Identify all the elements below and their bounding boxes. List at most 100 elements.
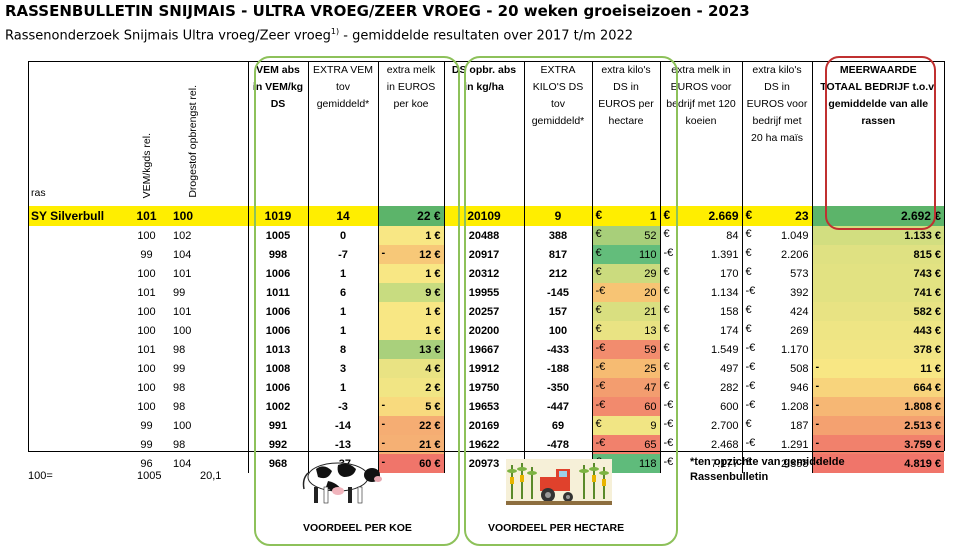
cell-vem-abs: 1013: [247, 340, 308, 359]
cell-ds-rel: 104: [165, 245, 248, 264]
currency-sign: -€: [745, 361, 756, 373]
cell-extra-vem: 1: [307, 302, 378, 321]
cell-kilo-bedrijf: €2.206: [741, 245, 812, 264]
cell-extra-kilo-value: 100: [548, 324, 568, 337]
cell-extra-vem: 1: [307, 264, 378, 283]
cell-extra-melk: 2 €: [377, 378, 444, 397]
cell-ds-rel: 98: [165, 435, 248, 454]
cell-vem-rel: 99: [128, 435, 165, 454]
cell-extra-kilo-eur-value: 29: [644, 267, 657, 280]
cell-kilo-bedrijf-value: 508: [790, 362, 809, 375]
cell-ds-opbr-value: 20488: [468, 229, 500, 242]
cell-extra-vem-value: 0: [339, 229, 347, 242]
cell-ds-rel: 98: [165, 340, 248, 359]
cell-vem-rel: 100: [128, 359, 165, 378]
currency-sign: €: [595, 266, 602, 278]
cell-meerwaarde: 1.133 €: [811, 226, 944, 245]
cell-kilo-bedrijf-value: 2.206: [780, 248, 809, 261]
cell-melk-bedrijf: €174: [659, 321, 742, 340]
cell-ras: [28, 340, 128, 359]
cell-kilo-bedrijf: €573: [741, 264, 812, 283]
cell-extra-melk: 4 €: [377, 359, 444, 378]
table-row: 99 100 991 -14-22 €20169 69 €9 -€ 2.700 €187-2.5…: [28, 416, 944, 435]
cell-extra-vem-value: -14: [335, 419, 351, 432]
currency-sign: -€: [745, 285, 756, 297]
cell-ds-opbr-value: 20169: [468, 419, 500, 432]
cell-meerwaarde: 378 €: [811, 340, 944, 359]
cell-melk-bedrijf: €497: [659, 359, 742, 378]
cell-extra-kilo-eur: -€ 47: [591, 378, 660, 397]
cell-vem-rel-value: 100: [137, 400, 156, 413]
cell-vem-abs: 1008: [247, 359, 308, 378]
cell-extra-melk-value: 9 €: [425, 286, 441, 299]
cell-vem-abs-value: 1006: [265, 305, 291, 318]
cell-kilo-bedrijf: -€ 508: [741, 359, 812, 378]
currency-sign: €: [663, 361, 670, 373]
cell-vem-abs: 1005: [247, 226, 308, 245]
table-row: 100 101 1006 1 1 €20257 157 €21 €158 €424 582 €: [28, 302, 944, 321]
currency-sign: -€: [595, 380, 606, 392]
table-row: 99 104 998 -7-12 €20917 817 €110 -€ 1.391 €2.206…: [28, 245, 944, 264]
currency-sign: -: [815, 399, 820, 411]
koe-group-outline: [254, 56, 460, 546]
cell-extra-vem: 0: [307, 226, 378, 245]
cell-vem-rel: 100: [128, 321, 165, 340]
cell-meerwaarde: - 2.513 €: [811, 416, 944, 435]
currency-sign: -: [381, 247, 386, 259]
cell-ds-rel-value: 101: [173, 267, 192, 280]
cell-vem-abs: 991: [247, 416, 308, 435]
cell-ras: [28, 397, 128, 416]
cell-vem-abs-value: 1019: [264, 209, 292, 223]
cell-ras: [28, 264, 128, 283]
cell-ds-opbr: 19622: [443, 435, 524, 454]
table-row: 99 98 992 -13 - 21 € 19622 -478 -€ 65 -€ 2.468 -€ 1.2…: [28, 435, 944, 454]
currency-sign: €: [745, 304, 752, 316]
currency-sign: €: [745, 208, 753, 222]
cell-ds-rel-value: 104: [173, 457, 192, 470]
currency-sign: -€: [745, 342, 756, 354]
currency-sign: €: [663, 323, 670, 335]
header-extra-vem: EXTRA VEM tov gemiddeld*: [307, 62, 378, 206]
cell-extra-melk: 1 €: [377, 302, 444, 321]
cell-extra-kilo: -447: [523, 397, 592, 416]
table-right-border: [944, 61, 945, 451]
table-row: 100 98 1002 -3 - 5 € 19653 -447 -€ 60 -€ 600 -€ 1.208…: [28, 397, 944, 416]
cell-vem-abs-value: 1006: [265, 267, 291, 280]
cell-extra-kilo-eur-value: 110: [638, 248, 657, 261]
cell-extra-melk-value: 1 €: [425, 305, 441, 318]
footnote-line1: *ten opzichte van gemiddelde: [690, 456, 845, 468]
cell-extra-kilo-eur: €29: [591, 264, 660, 283]
cell-kilo-bedrijf: -€ 392: [741, 283, 812, 302]
cell-kilo-bedrijf-value: 392: [790, 286, 809, 299]
cell-ds-rel: 101: [165, 302, 248, 321]
cell-kilo-bedrijf: €1.049: [741, 226, 812, 245]
cell-vem-rel-value: 100: [137, 362, 156, 375]
cell-extra-kilo-eur-value: 1: [649, 209, 657, 223]
caption-voordeel-per-koe: VOORDEEL PER KOE: [303, 522, 412, 534]
cell-extra-kilo-eur-value: 20: [644, 286, 657, 299]
cell-ds-rel-value: 98: [173, 343, 186, 356]
cell-extra-vem: 6: [307, 283, 378, 302]
cell-ds-opbr-value: 19955: [468, 286, 500, 299]
cell-extra-kilo: -145: [523, 283, 592, 302]
cell-meerwaarde-value: 741 €: [913, 286, 941, 299]
currency-sign: €: [663, 380, 670, 392]
footer-label: 100=: [28, 470, 53, 482]
cell-extra-kilo-value: 69: [551, 419, 565, 432]
cell-ds-rel: 104: [165, 454, 248, 473]
table-bottom-border: [28, 451, 944, 452]
cell-extra-kilo-eur: €1: [591, 206, 660, 226]
cell-extra-kilo-eur: -€ 65: [591, 435, 660, 454]
cell-melk-bedrijf-value: 2.700: [710, 419, 739, 432]
cell-extra-melk: 1 €: [377, 264, 444, 283]
cell-extra-kilo-eur-value: 60: [644, 400, 657, 413]
cell-kilo-bedrijf-value: 269: [790, 324, 809, 337]
header-ras: ras: [31, 187, 46, 199]
cell-ds-opbr-value: 20257: [468, 305, 500, 318]
table-row: 100 101 1006 1 1 €20312 212 €29 €170 €573 743 €: [28, 264, 944, 283]
cell-extra-kilo-eur: €110: [591, 245, 660, 264]
currency-sign: -: [381, 437, 386, 449]
table-row-highlighted: SY Silverbull 101 100 1019 14 22 €20109 9 €1 €2.…: [28, 206, 944, 226]
cell-ds-opbr-value: 19653: [468, 400, 500, 413]
currency-sign: €: [663, 266, 670, 278]
